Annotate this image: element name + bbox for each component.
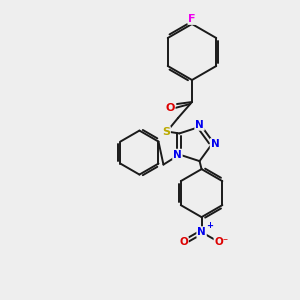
Text: S: S <box>162 127 170 137</box>
Text: N: N <box>195 120 204 130</box>
Text: N: N <box>173 150 182 160</box>
Text: F: F <box>188 14 196 24</box>
Text: +: + <box>207 221 214 230</box>
Text: O: O <box>165 103 175 113</box>
Text: N: N <box>211 139 219 149</box>
Text: O⁻: O⁻ <box>214 237 229 247</box>
Text: N: N <box>197 227 206 237</box>
Text: O: O <box>179 237 188 247</box>
